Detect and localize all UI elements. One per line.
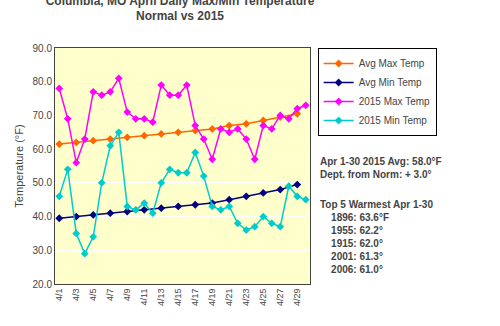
svg-text:90.0: 90.0 xyxy=(33,43,53,54)
svg-text:Avg Min Temp: Avg Min Temp xyxy=(359,77,422,88)
svg-text:4/17: 4/17 xyxy=(190,289,200,307)
svg-text:4/9: 4/9 xyxy=(122,289,132,302)
svg-text:4/19: 4/19 xyxy=(207,289,217,307)
svg-text:4/13: 4/13 xyxy=(156,289,166,307)
svg-text:40.0: 40.0 xyxy=(33,211,53,222)
svg-text:4/15: 4/15 xyxy=(173,289,183,307)
svg-text:Columbia, MO April Daily Max/M: Columbia, MO April Daily Max/Min Tempera… xyxy=(46,0,315,23)
svg-text:Avg Max Temp: Avg Max Temp xyxy=(359,58,425,69)
svg-text:Top 5 Warmest Apr 1-30 1896: Top 5 Warmest Apr 1-30 1896: 63.6°F 1955… xyxy=(320,199,433,275)
svg-text:80.0: 80.0 xyxy=(33,76,53,87)
svg-text:4/7: 4/7 xyxy=(105,289,115,302)
svg-text:4/29: 4/29 xyxy=(292,289,302,307)
svg-text:30.0: 30.0 xyxy=(33,245,53,256)
svg-text:60.0: 60.0 xyxy=(33,144,53,155)
svg-text:4/1: 4/1 xyxy=(54,289,64,302)
svg-text:2015 Max Temp: 2015 Max Temp xyxy=(359,96,430,107)
svg-text:Apr 1-30 2015 Avg: 58.0°FDept.: Apr 1-30 2015 Avg: 58.0°FDept. from Norm… xyxy=(320,156,442,180)
svg-text:Temperature (°F): Temperature (°F) xyxy=(13,124,25,207)
svg-text:4/3: 4/3 xyxy=(71,289,81,302)
svg-text:50.0: 50.0 xyxy=(33,177,53,188)
svg-text:4/27: 4/27 xyxy=(275,289,285,307)
svg-text:70.0: 70.0 xyxy=(33,110,53,121)
svg-text:4/23: 4/23 xyxy=(241,289,251,307)
svg-text:2015 Min Temp: 2015 Min Temp xyxy=(359,115,428,126)
svg-text:4/25: 4/25 xyxy=(258,289,268,307)
svg-text:20.0: 20.0 xyxy=(33,279,53,290)
svg-text:4/5: 4/5 xyxy=(88,289,98,302)
svg-text:4/11: 4/11 xyxy=(139,289,149,306)
svg-text:4/21: 4/21 xyxy=(224,289,234,307)
